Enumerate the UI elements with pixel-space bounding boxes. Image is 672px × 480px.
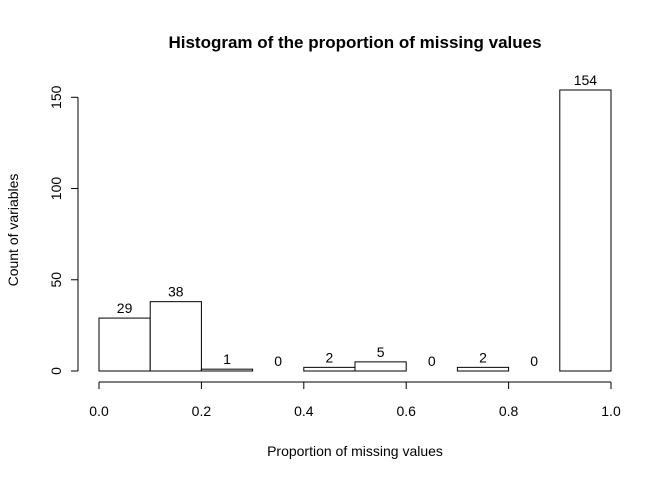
histogram-bar — [149, 301, 202, 372]
bar-count-label: 1 — [223, 351, 231, 367]
x-tick-label: 0.2 — [192, 403, 212, 419]
y-tick-label: 0 — [48, 367, 64, 375]
bar-count-label: 38 — [168, 284, 184, 300]
histogram-bar — [559, 89, 612, 372]
histogram-bar — [303, 366, 356, 372]
x-tick-label: 1.0 — [601, 403, 621, 419]
x-axis-label: Proportion of missing values — [267, 443, 443, 459]
histogram-bar — [98, 317, 151, 372]
x-tick-label: 0.0 — [89, 403, 109, 419]
x-tick-label: 0.6 — [396, 403, 416, 419]
bar-count-label: 154 — [574, 72, 598, 88]
y-tick-label: 100 — [48, 177, 64, 201]
bar-count-label: 2 — [326, 349, 334, 365]
x-tick-label: 0.8 — [499, 403, 519, 419]
histogram-bar — [354, 361, 407, 372]
histogram-bar — [200, 368, 254, 372]
histogram-bar — [456, 366, 510, 372]
bar-labels-group: 29 38 1 0 2 5 0 2 0 154 — [117, 72, 597, 369]
chart-title: Histogram of the proportion of missing v… — [168, 33, 541, 52]
bar-count-label: 0 — [428, 353, 436, 369]
bar-count-label: 0 — [530, 353, 538, 369]
y-tick-label: 150 — [48, 85, 64, 109]
x-axis: 0.0 0.2 0.4 0.6 0.8 1.0 — [89, 381, 621, 419]
bar-count-label: 29 — [117, 300, 133, 316]
bar-count-label: 2 — [479, 349, 487, 365]
bar-count-label: 5 — [377, 344, 385, 360]
x-tick-label: 0.4 — [294, 403, 314, 419]
y-axis: 0 50 100 150 — [48, 85, 79, 375]
bar-count-label: 0 — [274, 353, 282, 369]
bars-group — [98, 89, 612, 372]
y-axis-label: Count of variables — [5, 174, 21, 287]
y-tick-label: 50 — [48, 272, 64, 288]
